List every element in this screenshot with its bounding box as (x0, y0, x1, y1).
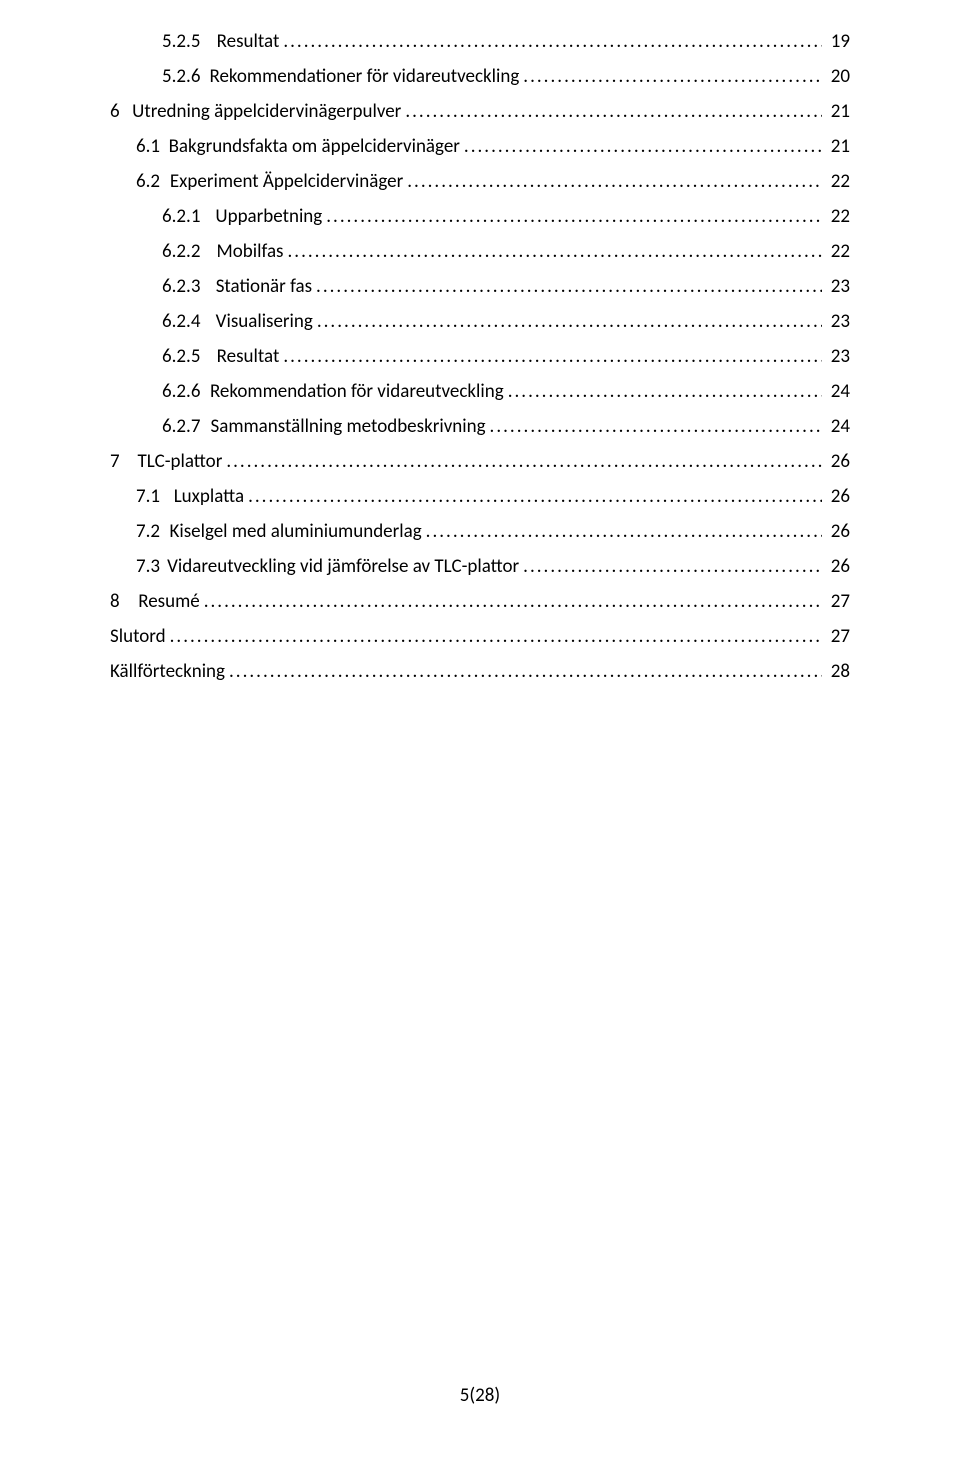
toc-number: 5.2.5 (162, 30, 200, 53)
toc-title: Rekommendationer för vidareutveckling (209, 65, 519, 88)
toc-page: 21 (826, 135, 850, 158)
toc-leader (490, 415, 822, 438)
toc-page: 23 (826, 275, 850, 298)
toc-page: 23 (826, 345, 850, 368)
toc-number: 6 (110, 100, 120, 123)
toc-entry: 7 TLC-plattor 26 (110, 450, 850, 473)
toc-entry: 6.2.4 Visualisering 23 (110, 310, 850, 333)
toc-title: Resumé (138, 590, 199, 613)
toc-leader (283, 30, 822, 53)
toc-title: Mobilfas (217, 240, 284, 263)
toc-number: 5.2.6 (162, 65, 200, 88)
toc-leader (405, 100, 822, 123)
toc-number: 7 (110, 450, 120, 473)
toc-number: 6.2.1 (162, 205, 200, 228)
toc-page: 27 (826, 625, 850, 648)
toc-number: 7.1 (136, 485, 160, 508)
toc-leader (229, 660, 822, 683)
toc-number: 7.2 (136, 520, 160, 543)
toc-entry: 7.3 Vidareutveckling vid jämförelse av T… (110, 555, 850, 578)
toc-page: 24 (826, 415, 850, 438)
toc-entry: Källförteckning 28 (110, 660, 850, 683)
toc-title: Upparbetning (215, 205, 322, 228)
toc-page: 27 (826, 590, 850, 613)
toc-leader (316, 275, 822, 298)
toc-entry: 5.2.5 Resultat 19 (110, 30, 850, 53)
page-number: 5(28) (0, 1384, 960, 1407)
toc-leader (283, 345, 822, 368)
toc-number: 7.3 (136, 555, 160, 578)
toc-title: Experiment Äppelcidervinäger (170, 170, 403, 193)
toc-title: Visualisering (216, 310, 313, 333)
toc-title: Sammanställning metodbeskrivning (210, 415, 485, 438)
toc-entry: 6.2.2 Mobilfas 22 (110, 240, 850, 263)
toc-number: 6.2.6 (162, 380, 200, 403)
toc-number: 6.2.4 (162, 310, 200, 333)
toc-title: Luxplatta (174, 485, 244, 508)
toc-entry: 6 Utredning äppelcidervinägerpulver 21 (110, 100, 850, 123)
toc-title: Bakgrundsfakta om äppelcidervinäger (169, 135, 460, 158)
toc-entry: 5.2.6 Rekommendationer för vidareutveckl… (110, 65, 850, 88)
toc-entry: 6.2.1 Upparbetning 22 (110, 205, 850, 228)
document-page: 5.2.5 Resultat 19 5.2.6 Rekommendationer… (0, 0, 960, 1477)
toc-page: 24 (826, 380, 850, 403)
toc-entry: 6.2.6 Rekommendation för vidareutvecklin… (110, 380, 850, 403)
toc-leader (464, 135, 822, 158)
toc-entry: 6.1 Bakgrundsfakta om äppelcidervinäger … (110, 135, 850, 158)
toc-title: Stationär fas (216, 275, 312, 298)
toc-title: TLC-plattor (138, 450, 223, 473)
toc-title: Rekommendation för vidareutveckling (210, 380, 504, 403)
toc-number: 6.2.5 (162, 345, 200, 368)
toc-page: 28 (826, 660, 850, 683)
toc-number: 8 (110, 590, 120, 613)
toc-title: Resultat (217, 345, 280, 368)
toc-leader (170, 625, 822, 648)
toc-title: Källförteckning (110, 660, 225, 683)
toc-leader (287, 240, 822, 263)
toc-number: 6.2.3 (162, 275, 200, 298)
toc-entry: 6.2.5 Resultat 23 (110, 345, 850, 368)
toc-number: 6.1 (136, 135, 160, 158)
toc-title: Resultat (217, 30, 280, 53)
toc-page: 26 (826, 450, 850, 473)
toc-page: 22 (826, 240, 850, 263)
toc-leader (523, 555, 822, 578)
toc-page: 22 (826, 170, 850, 193)
toc-leader (226, 450, 822, 473)
toc-page: 20 (826, 65, 850, 88)
toc-page: 21 (826, 100, 850, 123)
toc-entry: Slutord 27 (110, 625, 850, 648)
toc-leader (523, 65, 822, 88)
toc-entry: 7.2 Kiselgel med aluminiumunderlag 26 (110, 520, 850, 543)
toc-entry: 8 Resumé 27 (110, 590, 850, 613)
toc-page: 22 (826, 205, 850, 228)
toc-entry: 7.1 Luxplatta 26 (110, 485, 850, 508)
toc-entry: 6.2.7 Sammanställning metodbeskrivning 2… (110, 415, 850, 438)
toc-leader (426, 520, 822, 543)
toc-number: 6.2.2 (162, 240, 200, 263)
toc-page: 26 (826, 485, 850, 508)
toc-page: 26 (826, 520, 850, 543)
toc-title: Vidareutveckling vid jämförelse av TLC-p… (167, 555, 519, 578)
toc-number: 6.2.7 (162, 415, 200, 438)
toc-title: Utredning äppelcidervinägerpulver (132, 100, 401, 123)
toc-page: 26 (826, 555, 850, 578)
toc-page: 19 (826, 30, 850, 53)
toc-leader (204, 590, 822, 613)
toc-leader (317, 310, 822, 333)
toc-entry: 6.2 Experiment Äppelcidervinäger 22 (110, 170, 850, 193)
toc-title: Slutord (110, 625, 166, 648)
toc-leader (508, 380, 822, 403)
toc-entry: 6.2.3 Stationär fas 23 (110, 275, 850, 298)
toc-title: Kiselgel med aluminiumunderlag (169, 520, 421, 543)
toc-leader (326, 205, 822, 228)
toc-number: 6.2 (136, 170, 160, 193)
toc-leader (248, 485, 822, 508)
toc-leader (407, 170, 822, 193)
toc-page: 23 (826, 310, 850, 333)
